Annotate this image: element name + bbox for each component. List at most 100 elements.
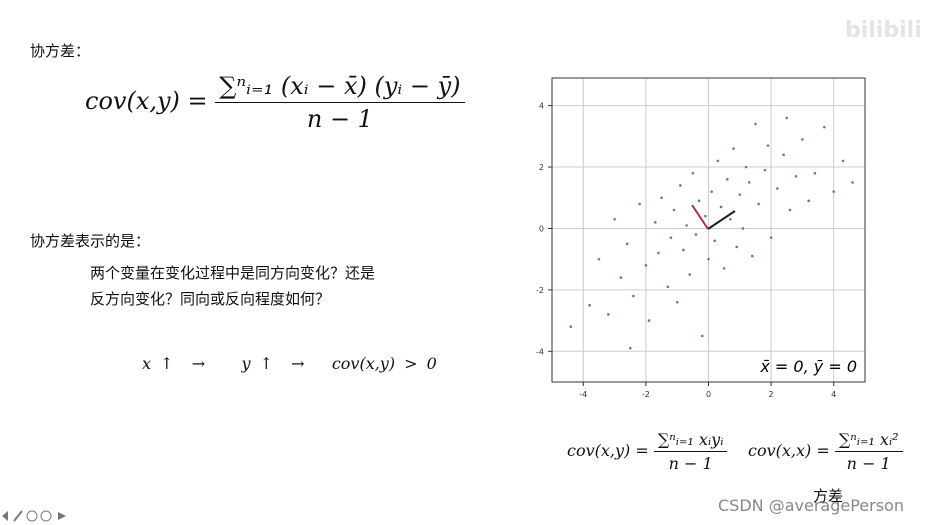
y-tick-label: -4 xyxy=(536,347,544,356)
point xyxy=(691,171,695,175)
formula: cov(x,y) = ∑ⁿᵢ₌₁ (xᵢ − x̄) (yᵢ − ȳ) n − … xyxy=(85,72,465,133)
point xyxy=(823,125,826,129)
point xyxy=(722,267,726,270)
logo: bilibili xyxy=(845,18,922,43)
point xyxy=(679,184,682,187)
point xyxy=(794,174,798,178)
watermark: CSDN @averagePerson xyxy=(718,496,904,515)
relation: x ↑ → y ↑ → cov(x,y) > 0 xyxy=(142,354,437,373)
point xyxy=(763,168,767,172)
denominator: n − 1 xyxy=(846,454,891,473)
point xyxy=(751,254,754,258)
relation-part: x ↑ xyxy=(142,354,174,373)
subtitle: 协方差表示的是： xyxy=(30,232,151,250)
point xyxy=(707,257,710,261)
point xyxy=(813,171,817,175)
point xyxy=(682,248,685,252)
black-vector xyxy=(707,210,736,230)
title: 协方差： xyxy=(30,42,91,60)
point xyxy=(710,190,713,193)
numerator: ∑ⁿᵢ₌₁ xᵢyᵢ xyxy=(653,430,728,452)
relation-part: cov(x,y) > 0 xyxy=(331,354,437,373)
y-tick-label: 0 xyxy=(539,224,544,233)
plot-frame xyxy=(551,77,866,383)
formula-lhs: cov(x,x) = xyxy=(748,441,830,460)
relation-part: → xyxy=(291,354,305,373)
red-vector xyxy=(691,204,709,230)
denominator: n − 1 xyxy=(306,105,373,133)
relation-part: y ↑ xyxy=(241,354,273,373)
numerator: ∑ⁿᵢ₌₁ xᵢ² xyxy=(834,430,903,452)
denominator: n − 1 xyxy=(668,454,713,473)
point xyxy=(700,334,704,338)
annotation: x̄ = 0, ȳ = 0 xyxy=(759,357,857,376)
fraction: ∑ⁿᵢ₌₁ xᵢyᵢ n − 1 xyxy=(653,430,728,473)
point xyxy=(675,300,679,304)
point xyxy=(628,346,632,350)
point xyxy=(672,208,676,212)
point xyxy=(841,159,845,163)
point xyxy=(729,217,732,221)
point xyxy=(747,181,751,184)
point xyxy=(625,242,629,246)
bottom-formula: cov(x,x) = ∑ⁿᵢ₌₁ xᵢ² n − 1 xyxy=(748,430,903,473)
relation-part: → xyxy=(191,354,206,373)
x-tick-label: 2 xyxy=(769,390,774,399)
bottom-formula: cov(x,y) = ∑ⁿᵢ₌₁ xᵢyᵢ n − 1 xyxy=(567,430,728,473)
point xyxy=(744,165,748,169)
point xyxy=(638,202,641,206)
point xyxy=(685,224,688,227)
point xyxy=(644,264,648,267)
point xyxy=(776,187,779,190)
point xyxy=(632,294,635,298)
x-tick-label: 0 xyxy=(706,390,711,399)
x-tick-label: -2 xyxy=(642,390,650,399)
point xyxy=(666,285,670,289)
toolbar[interactable] xyxy=(0,508,72,524)
point xyxy=(569,325,573,329)
x-tick-label: 4 xyxy=(831,390,836,399)
point xyxy=(657,251,660,255)
point xyxy=(660,196,663,200)
point xyxy=(738,193,742,196)
x-tick-label: -4 xyxy=(579,390,587,399)
point xyxy=(694,233,698,236)
point xyxy=(669,236,673,239)
point xyxy=(653,221,657,224)
formula-lhs: cov(x,y) = xyxy=(85,87,208,115)
point xyxy=(713,239,717,243)
fraction: ∑ⁿᵢ₌₁ xᵢ² n − 1 xyxy=(834,430,903,473)
point xyxy=(732,147,735,150)
y-tick-label: 4 xyxy=(539,102,544,111)
point xyxy=(754,122,757,126)
question-line: 反方向变化？同向或反向程度如何？ xyxy=(90,290,331,308)
point xyxy=(769,236,773,239)
point xyxy=(788,208,792,212)
point xyxy=(785,116,789,120)
point xyxy=(782,153,785,157)
point xyxy=(688,273,692,276)
point xyxy=(807,199,810,203)
point xyxy=(757,202,760,206)
numerator: ∑ⁿᵢ₌₁ (xᵢ − x̄) (yᵢ − ȳ) xyxy=(215,72,465,103)
point xyxy=(725,178,729,181)
point xyxy=(719,205,723,209)
point xyxy=(697,199,701,203)
point xyxy=(588,303,591,307)
point xyxy=(613,217,616,221)
point xyxy=(716,159,720,163)
formula-lhs: cov(x,y) = xyxy=(567,441,649,460)
fraction: ∑ⁿᵢ₌₁ (xᵢ − x̄) (yᵢ − ȳ) n − 1 xyxy=(215,72,465,133)
point xyxy=(735,245,738,249)
point xyxy=(597,257,601,261)
point xyxy=(607,313,610,316)
point xyxy=(801,138,804,141)
point xyxy=(647,319,651,322)
point xyxy=(766,144,770,147)
question-line: 两个变量在变化过程中是同方向变化？还是 xyxy=(90,264,376,282)
point xyxy=(741,227,745,230)
point xyxy=(832,190,835,193)
point xyxy=(619,276,623,279)
